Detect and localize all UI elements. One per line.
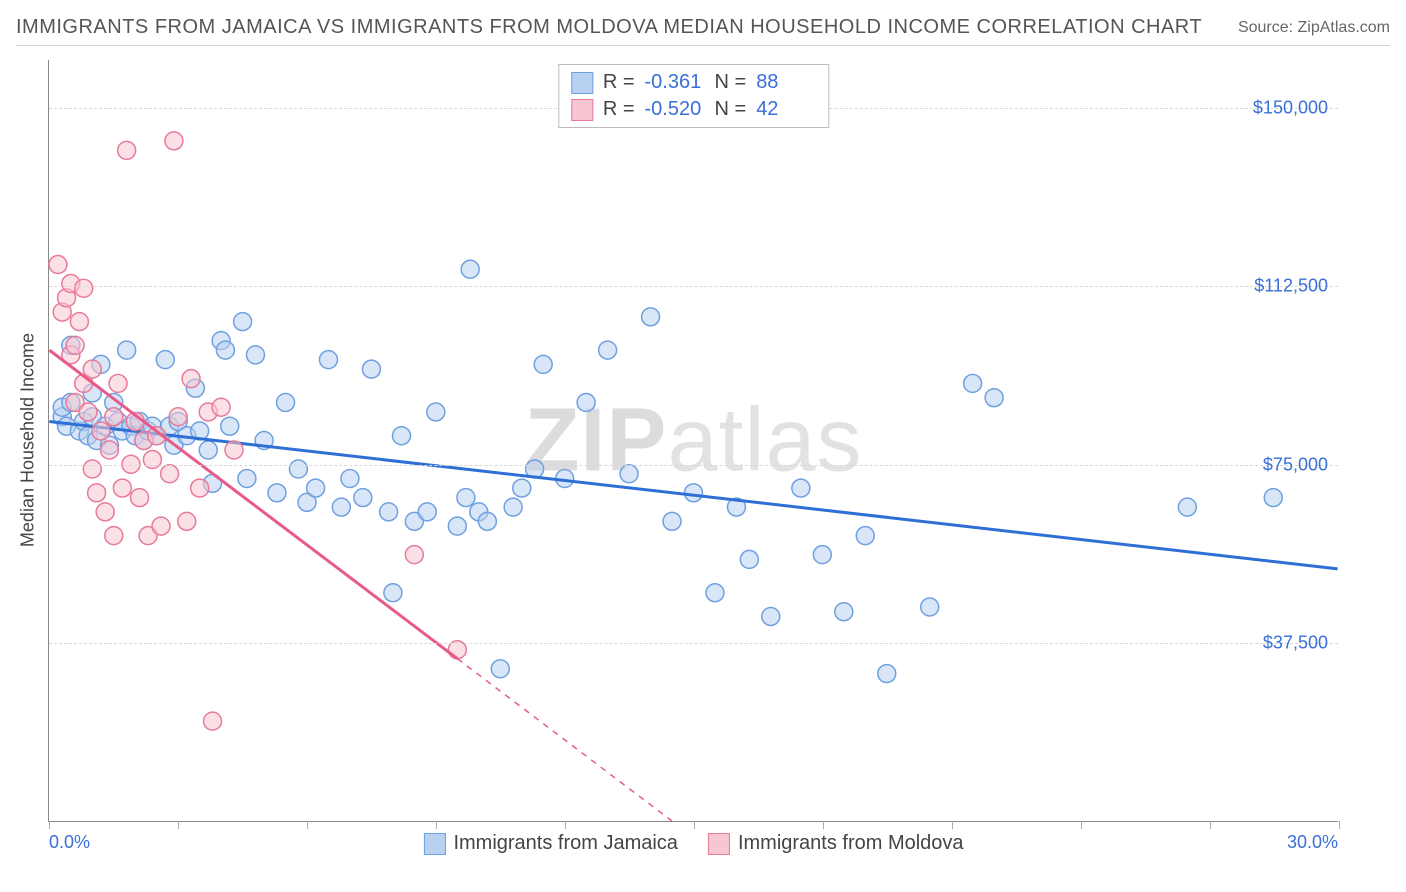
y-axis-title: Median Household Income [18, 333, 39, 547]
stat-row-0: R = -0.361 N = 88 [571, 69, 816, 96]
swatch-moldova [571, 99, 593, 121]
series-legend: Immigrants from Jamaica Immigrants from … [423, 832, 963, 855]
y-tick-label: $75,000 [1263, 454, 1328, 475]
y-tick-label: $37,500 [1263, 633, 1328, 654]
swatch-jamaica [571, 72, 593, 94]
legend-label-0: Immigrants from Jamaica [453, 832, 678, 855]
stat-row-1: R = -0.520 N = 42 [571, 96, 816, 123]
stat-r-val-0: -0.361 [645, 71, 705, 94]
stat-r-label-1: R = [603, 98, 635, 121]
legend-item-0: Immigrants from Jamaica [423, 832, 678, 855]
legend-swatch-1 [708, 833, 730, 855]
legend-item-1: Immigrants from Moldova [708, 832, 964, 855]
legend-swatch-0 [423, 833, 445, 855]
x-max-label: 30.0% [1287, 832, 1338, 853]
stat-legend: R = -0.361 N = 88 R = -0.520 N = 42 [558, 64, 829, 128]
stat-r-label-0: R = [603, 71, 635, 94]
stat-n-val-1: 42 [756, 98, 816, 121]
plot-area: ZIPatlas R = -0.361 N = 88 R = -0.520 N … [48, 60, 1338, 822]
y-tick-label: $150,000 [1253, 97, 1328, 118]
y-tick-label: $112,500 [1254, 276, 1328, 297]
stat-n-val-0: 88 [756, 71, 816, 94]
title-bar: IMMIGRANTS FROM JAMAICA VS IMMIGRANTS FR… [16, 16, 1390, 46]
stat-n-label-1: N = [715, 98, 747, 121]
stat-n-label-0: N = [715, 71, 747, 94]
x-min-label: 0.0% [49, 832, 90, 853]
chart-title: IMMIGRANTS FROM JAMAICA VS IMMIGRANTS FR… [16, 16, 1202, 39]
chart-svg [49, 60, 1338, 821]
legend-label-1: Immigrants from Moldova [738, 832, 964, 855]
stat-r-val-1: -0.520 [645, 98, 705, 121]
source-label: Source: ZipAtlas.com [1238, 19, 1390, 37]
